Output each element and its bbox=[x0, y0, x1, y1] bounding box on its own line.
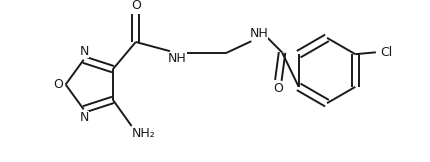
Text: N: N bbox=[80, 45, 89, 58]
Text: Cl: Cl bbox=[380, 46, 392, 59]
Text: N: N bbox=[80, 111, 89, 124]
Text: NH₂: NH₂ bbox=[132, 127, 156, 140]
Text: NH: NH bbox=[249, 27, 268, 40]
Text: O: O bbox=[53, 78, 63, 91]
Text: NH: NH bbox=[168, 52, 187, 65]
Text: O: O bbox=[131, 0, 141, 12]
Text: O: O bbox=[273, 82, 283, 95]
